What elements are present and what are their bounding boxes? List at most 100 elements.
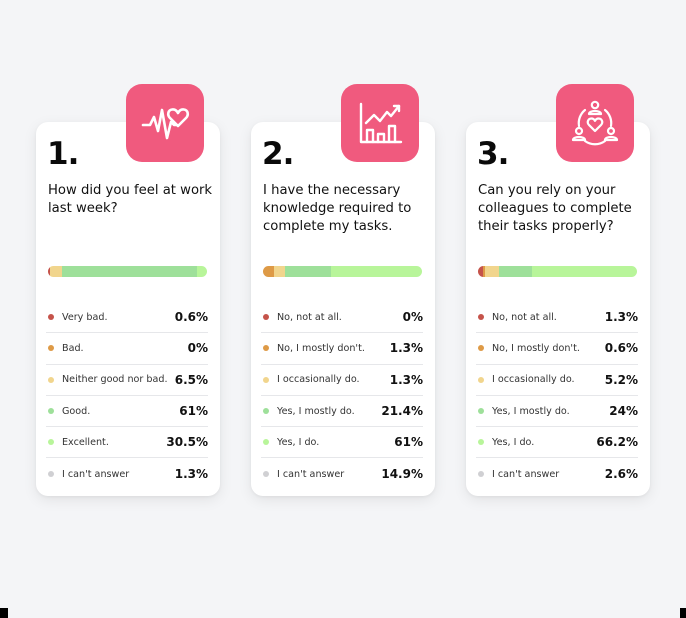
response-list: No, not at all. 1.3% No, I mostly don't. 0… (476, 302, 638, 490)
response-row: Neither good nor bad. 6.5% (46, 365, 208, 396)
response-row: No, I mostly don't. 0.6% (476, 333, 638, 365)
bar-segment (482, 266, 486, 277)
response-label: I can't answer (62, 468, 130, 480)
survey-card-3: 3. Can you rely on your colleagues to co… (466, 84, 650, 496)
survey-card-1: 1. How did you feel at work last week? V… (36, 84, 220, 496)
response-value: 61% (394, 435, 423, 450)
response-row: No, I mostly don't. 1.3% (261, 333, 423, 365)
response-label: Yes, I mostly do. (277, 405, 355, 417)
response-row: Excellent. 30.5% (46, 427, 208, 459)
card-3-badge (556, 84, 634, 162)
response-value: 0.6% (174, 310, 208, 325)
legend-dot (478, 345, 484, 352)
question-number: 3. (477, 136, 509, 172)
legend-dot (263, 376, 269, 383)
response-label: No, I mostly don't. (492, 342, 580, 354)
response-row: Yes, I mostly do. 21.4% (261, 396, 423, 428)
legend-dot (263, 314, 269, 321)
response-label: No, I mostly don't. (277, 342, 365, 354)
response-row: I can't answer 2.6% (476, 458, 638, 489)
legend-dot (48, 408, 54, 415)
response-value: 0.6% (604, 341, 638, 356)
response-label: Good. (62, 405, 91, 417)
response-label: Yes, I do. (277, 436, 320, 448)
response-value: 6.5% (174, 372, 208, 387)
bar-segment (197, 266, 207, 277)
response-label: Bad. (62, 342, 84, 354)
question-number: 2. (262, 136, 294, 172)
bar-segment (263, 266, 275, 277)
response-row: I occasionally do. 1.3% (261, 365, 423, 396)
team-heart-icon (571, 100, 619, 146)
response-value: 21.4% (381, 404, 423, 419)
response-label: No, not at all. (277, 311, 342, 323)
legend-dot (48, 439, 54, 446)
bar-segment (498, 266, 533, 277)
response-label: Yes, I do. (492, 436, 535, 448)
response-value: 1.3% (389, 341, 423, 356)
response-value: 1.3% (174, 467, 208, 482)
corner-mark-right (680, 608, 686, 618)
response-row: Good. 61% (46, 396, 208, 428)
legend-dot (478, 439, 484, 446)
bar-segment (274, 266, 286, 277)
bar-segment (285, 266, 331, 277)
legend-dot (263, 471, 269, 478)
response-value: 1.3% (604, 310, 638, 325)
heartbeat-heart-icon (141, 108, 190, 140)
response-value: 0% (402, 310, 423, 325)
legend-dot (48, 314, 54, 321)
response-label: I can't answer (492, 468, 560, 480)
response-row: Bad. 0% (46, 333, 208, 365)
question-text: Can you rely on your colleagues to compl… (478, 183, 632, 234)
response-row: Yes, I mostly do. 24% (476, 396, 638, 428)
response-row: No, not at all. 1.3% (476, 302, 638, 334)
response-list: No, not at all. 0% No, I mostly don't. 1.3… (261, 302, 423, 490)
response-value: 14.9% (381, 467, 423, 482)
response-label: No, not at all. (492, 311, 557, 323)
bar-segment (48, 266, 51, 277)
response-list: Very bad. 0.6% Bad. 0% Neither good nor ba… (46, 302, 208, 490)
legend-dot (48, 376, 54, 383)
legend-dot (263, 345, 269, 352)
response-label: Neither good nor bad. (62, 374, 168, 386)
legend-dot (478, 376, 484, 383)
response-row: I occasionally do. 5.2% (476, 365, 638, 396)
response-row: Yes, I do. 61% (261, 427, 423, 459)
bar-segment (478, 266, 483, 277)
response-label: Very bad. (62, 311, 108, 323)
legend-dot (48, 345, 54, 352)
legend-dot (478, 314, 484, 321)
response-label: I occasionally do. (277, 374, 360, 386)
response-distribution-bar (48, 266, 207, 277)
bar-segment (485, 266, 499, 277)
response-value: 24% (609, 404, 638, 419)
bar-segment (50, 266, 63, 277)
card-2-badge (341, 84, 419, 162)
response-label: Excellent. (62, 436, 109, 448)
response-distribution-bar (263, 266, 422, 277)
bar-segment (532, 266, 637, 277)
response-value: 5.2% (604, 372, 638, 387)
corner-mark-left (0, 608, 8, 618)
response-value: 0% (187, 341, 208, 356)
growth-chart-icon (359, 102, 403, 144)
response-row: I can't answer 1.3% (46, 458, 208, 489)
response-distribution-bar (478, 266, 637, 277)
response-value: 1.3% (389, 372, 423, 387)
response-row: Yes, I do. 66.2% (476, 427, 638, 459)
survey-card-2: 2. I have the necessary knowledge requir… (251, 84, 435, 496)
legend-dot (263, 439, 269, 446)
response-value: 66.2% (596, 435, 638, 450)
response-value: 30.5% (166, 435, 208, 450)
response-row: No, not at all. 0% (261, 302, 423, 334)
response-label: Yes, I mostly do. (492, 405, 570, 417)
response-label: I occasionally do. (492, 374, 575, 386)
legend-dot (478, 408, 484, 415)
question-text: I have the necessary knowledge required … (263, 183, 412, 234)
legend-dot (263, 408, 269, 415)
response-row: I can't answer 14.9% (261, 458, 423, 489)
response-label: I can't answer (277, 468, 345, 480)
card-1-badge (126, 84, 204, 162)
question-text: How did you feel at work last week? (48, 183, 213, 216)
